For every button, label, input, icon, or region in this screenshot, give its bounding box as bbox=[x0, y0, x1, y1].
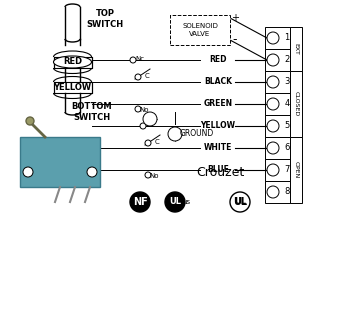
Circle shape bbox=[130, 192, 150, 212]
Text: No: No bbox=[149, 173, 159, 179]
Text: C: C bbox=[155, 139, 159, 145]
Text: CLOSED: CLOSED bbox=[294, 91, 299, 117]
Circle shape bbox=[145, 140, 151, 146]
Circle shape bbox=[267, 120, 279, 132]
Text: UL: UL bbox=[233, 197, 247, 207]
Circle shape bbox=[267, 186, 279, 198]
Circle shape bbox=[130, 57, 136, 63]
Bar bbox=[170, 15, 230, 45]
Text: 8: 8 bbox=[284, 187, 290, 197]
Text: No: No bbox=[139, 107, 149, 113]
Bar bbox=[290, 71, 302, 137]
Circle shape bbox=[135, 74, 141, 80]
Text: 6: 6 bbox=[284, 144, 290, 152]
Text: OPEN: OPEN bbox=[294, 161, 299, 178]
Text: RED: RED bbox=[209, 55, 227, 64]
Bar bbox=[265, 137, 290, 159]
Circle shape bbox=[267, 142, 279, 154]
Circle shape bbox=[230, 192, 250, 212]
Bar bbox=[265, 93, 290, 115]
Circle shape bbox=[267, 32, 279, 44]
Text: Nc: Nc bbox=[146, 122, 155, 128]
Text: Nc: Nc bbox=[135, 56, 145, 62]
Circle shape bbox=[267, 54, 279, 66]
Bar bbox=[265, 71, 290, 93]
Text: 5: 5 bbox=[284, 121, 289, 131]
Text: UL: UL bbox=[234, 197, 246, 206]
Bar bbox=[290, 137, 302, 203]
Circle shape bbox=[143, 112, 157, 126]
Text: SOLENOID
VALVE: SOLENOID VALVE bbox=[182, 23, 218, 36]
Text: TOP
SWITCH: TOP SWITCH bbox=[86, 9, 124, 29]
Circle shape bbox=[267, 164, 279, 176]
Text: YELLOW: YELLOW bbox=[201, 121, 236, 131]
Text: EXT: EXT bbox=[294, 43, 299, 55]
Bar bbox=[54, 57, 92, 68]
Text: 4: 4 bbox=[284, 100, 289, 108]
Text: Crouzet: Crouzet bbox=[196, 165, 244, 178]
Text: UL: UL bbox=[169, 197, 181, 206]
Circle shape bbox=[168, 127, 182, 141]
Circle shape bbox=[267, 98, 279, 110]
Text: BLACK: BLACK bbox=[204, 77, 232, 87]
Text: NF: NF bbox=[132, 197, 148, 207]
Text: YELLOW: YELLOW bbox=[54, 83, 92, 93]
Text: 1: 1 bbox=[284, 34, 289, 42]
Bar bbox=[265, 27, 290, 49]
Circle shape bbox=[140, 123, 146, 129]
Text: +: + bbox=[231, 13, 239, 23]
Circle shape bbox=[23, 167, 33, 177]
Circle shape bbox=[135, 106, 141, 112]
Bar bbox=[265, 159, 290, 181]
Bar bbox=[54, 82, 92, 93]
Text: us: us bbox=[182, 199, 190, 205]
Text: WHITE: WHITE bbox=[204, 144, 232, 152]
Circle shape bbox=[26, 117, 34, 125]
Circle shape bbox=[87, 167, 97, 177]
Bar bbox=[20, 137, 100, 187]
Ellipse shape bbox=[54, 56, 92, 68]
Circle shape bbox=[145, 172, 151, 178]
Text: C: C bbox=[145, 73, 149, 79]
Text: BOTTOM
SWITCH: BOTTOM SWITCH bbox=[72, 102, 112, 122]
Text: -: - bbox=[233, 34, 237, 47]
Circle shape bbox=[267, 76, 279, 88]
Bar bbox=[265, 49, 290, 71]
Bar bbox=[265, 181, 290, 203]
Text: GREEN: GREEN bbox=[204, 100, 233, 108]
Bar bbox=[265, 115, 290, 137]
Text: 2: 2 bbox=[284, 55, 289, 64]
Text: GROUND: GROUND bbox=[180, 130, 214, 139]
Text: 7: 7 bbox=[284, 165, 290, 174]
Circle shape bbox=[165, 192, 185, 212]
Text: 3: 3 bbox=[284, 77, 290, 87]
Text: RED: RED bbox=[63, 57, 82, 67]
Bar bbox=[290, 27, 302, 71]
Text: NF: NF bbox=[133, 197, 147, 207]
Text: BLUE: BLUE bbox=[207, 165, 229, 174]
